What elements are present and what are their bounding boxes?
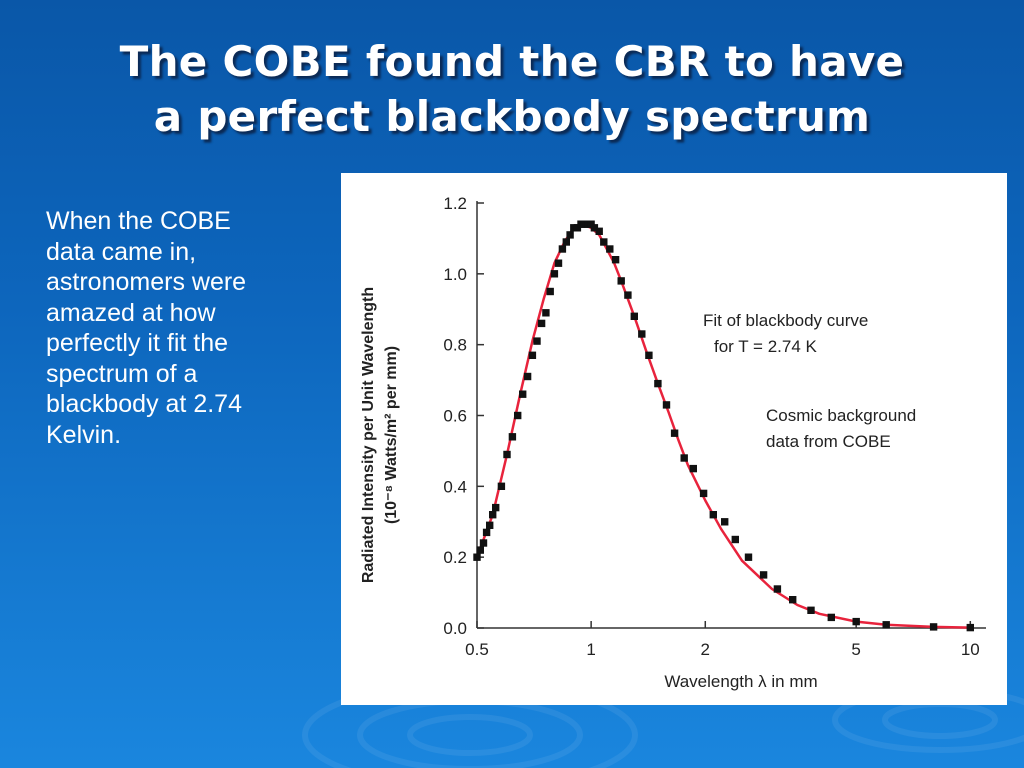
y-ticks: 0.0 0.2 0.4 0.6 0.8 1.0 1.2	[443, 194, 484, 638]
cobe-data-point	[476, 546, 484, 554]
cobe-data-point	[807, 606, 815, 614]
cobe-data-point	[699, 489, 708, 498]
body-line: spectrum of a	[46, 359, 198, 388]
cobe-data-point	[533, 337, 541, 345]
cobe-data-point	[789, 596, 797, 604]
y-tick-label: 1.0	[443, 265, 467, 284]
cobe-data-point	[617, 277, 625, 285]
x-tick-label: 1	[586, 640, 595, 659]
body-line: astronomers were	[46, 268, 247, 296]
cobe-data-point	[744, 553, 753, 561]
data-markers-layer	[473, 220, 974, 632]
cobe-data-point	[721, 518, 729, 526]
body-line: perfectly it fit the	[46, 329, 229, 357]
cobe-data-point	[662, 401, 671, 409]
cobe-data-point	[654, 379, 662, 388]
blackbody-fit-line	[475, 223, 971, 629]
data-annotation-line: data from COBE	[766, 432, 891, 451]
slide-title: The COBE found the CBR to have a perfect…	[0, 34, 1024, 144]
slide-title-line: a perfect blackbody spectrum	[153, 92, 871, 141]
cobe-data-point	[731, 535, 739, 544]
cobe-data-point	[566, 231, 574, 239]
y-tick-label: 0.0	[443, 619, 467, 638]
cobe-data-point	[542, 309, 550, 317]
fit-curve-layer	[475, 223, 971, 629]
y-axis-unit-label: (10⁻⁸ Watts/m² per mm)	[383, 346, 400, 524]
cobe-data-point	[773, 585, 782, 593]
cobe-data-point	[600, 238, 608, 246]
cobe-data-point	[503, 450, 511, 459]
cobe-data-point	[482, 528, 491, 537]
x-axis-label: Wavelength λ in mm	[664, 672, 817, 691]
cobe-data-point	[595, 227, 603, 235]
y-tick-label: 1.2	[443, 194, 467, 213]
cobe-data-point	[508, 433, 517, 441]
cobe-data-point	[929, 623, 938, 631]
cobe-data-point	[523, 372, 532, 381]
cobe-data-point	[611, 256, 620, 264]
body-line: When the COBE	[46, 207, 231, 235]
cobe-data-point	[546, 287, 554, 296]
x-tick-label: 0.5	[465, 640, 489, 659]
cobe-data-point	[537, 319, 546, 328]
cobe-data-point	[827, 613, 835, 622]
cobe-data-point	[514, 411, 522, 420]
cobe-data-point	[489, 511, 497, 519]
x-tick-label: 10	[961, 640, 980, 659]
x-ticks: 0.5 1 2 5 10	[465, 621, 980, 659]
cobe-data-point	[519, 390, 527, 398]
cobe-data-point	[709, 511, 717, 519]
y-tick-label: 0.8	[443, 336, 467, 355]
fit-annotation-line: for T = 2.74 K	[714, 337, 818, 356]
fit-annotation-line: Fit of blackbody curve	[703, 311, 868, 330]
cobe-data-point	[966, 623, 974, 632]
chart-panel: 0.0 0.2 0.4 0.6 0.8 1.0 1.2 0.5 1 2 5 10 Radiated …	[341, 173, 1007, 705]
cobe-data-point	[590, 224, 599, 232]
slide-body-text: When the COBE data came in, astronomers …	[46, 206, 336, 450]
body-line: blackbody at 2.74	[46, 390, 242, 418]
body-line: Kelvin.	[46, 420, 122, 449]
x-tick-label: 2	[701, 640, 710, 659]
cobe-data-point	[759, 571, 768, 579]
cobe-data-point	[479, 539, 488, 547]
cobe-data-point	[852, 617, 860, 626]
y-axis-label: Radiated Intensity per Unit Wavelength	[360, 287, 377, 583]
body-line: data came in,	[46, 237, 197, 266]
cobe-data-point	[554, 259, 563, 267]
cobe-data-point	[645, 351, 653, 359]
cobe-data-point	[606, 245, 614, 253]
y-tick-label: 0.6	[443, 407, 467, 426]
cobe-data-point	[670, 429, 679, 437]
cobe-data-point	[486, 521, 494, 529]
data-annotation-line: Cosmic background	[766, 406, 916, 425]
slide-title-line: The COBE found the CBR to have	[119, 37, 905, 86]
cobe-data-point	[630, 312, 638, 320]
body-line: amazed at how	[46, 298, 216, 327]
cobe-data-point	[558, 245, 567, 253]
cobe-data-point	[689, 464, 697, 473]
cobe-data-point	[497, 482, 506, 490]
cobe-data-point	[528, 351, 537, 359]
blackbody-spectrum-chart: 0.0 0.2 0.4 0.6 0.8 1.0 1.2 0.5 1 2 5 10 Radiated …	[360, 194, 986, 691]
cobe-data-point	[492, 503, 500, 512]
cobe-data-point	[638, 330, 646, 338]
cobe-data-point	[882, 621, 890, 629]
cobe-data-point	[562, 238, 570, 246]
cobe-data-point	[473, 553, 481, 561]
y-tick-label: 0.2	[443, 548, 467, 567]
cobe-data-point	[680, 454, 688, 462]
cobe-data-point	[624, 291, 632, 299]
x-tick-label: 5	[851, 640, 860, 659]
cobe-data-point	[550, 270, 559, 278]
y-tick-label: 0.4	[443, 477, 467, 496]
